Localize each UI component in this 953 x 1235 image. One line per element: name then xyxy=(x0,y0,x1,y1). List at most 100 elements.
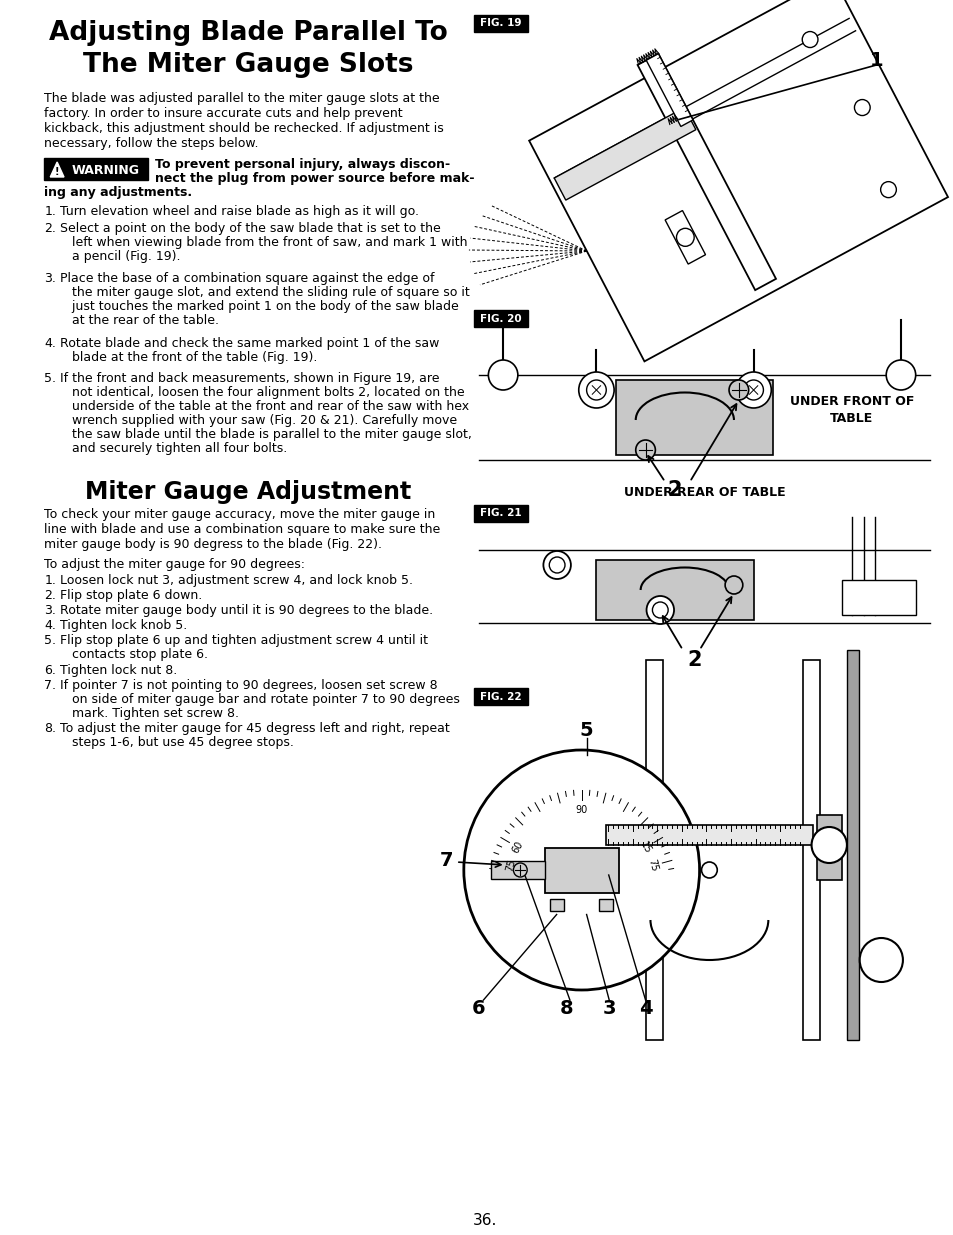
Text: Turn elevation wheel and raise blade as high as it will go.: Turn elevation wheel and raise blade as … xyxy=(60,205,418,219)
Text: miter gauge body is 90 degress to the blade (Fig. 22).: miter gauge body is 90 degress to the bl… xyxy=(45,538,382,551)
Bar xyxy=(549,899,563,910)
Circle shape xyxy=(652,601,667,618)
Text: blade at the front of the table (Fig. 19).: blade at the front of the table (Fig. 19… xyxy=(60,351,317,364)
Text: The blade was adjusted parallel to the miter gauge slots at the: The blade was adjusted parallel to the m… xyxy=(45,91,439,105)
Text: 3.: 3. xyxy=(45,272,56,285)
Text: 2: 2 xyxy=(667,480,681,500)
Text: 2.: 2. xyxy=(45,222,56,235)
Text: line with blade and use a combination square to make sure the: line with blade and use a combination sq… xyxy=(45,522,440,536)
Bar xyxy=(645,659,662,1040)
Circle shape xyxy=(801,32,817,47)
Circle shape xyxy=(635,440,655,459)
Text: just touches the marked point 1 on the body of the saw blade: just touches the marked point 1 on the b… xyxy=(60,300,458,312)
Text: 4: 4 xyxy=(639,999,652,1018)
Bar xyxy=(841,580,915,615)
Polygon shape xyxy=(554,107,695,200)
Text: left when viewing blade from the front of saw, and mark 1 with: left when viewing blade from the front o… xyxy=(60,236,467,249)
Text: 90: 90 xyxy=(575,805,587,815)
Text: If the front and back measurements, shown in Figure 19, are: If the front and back measurements, show… xyxy=(60,372,439,385)
Text: not identical, loosen the four alignment bolts 2, located on the: not identical, loosen the four alignment… xyxy=(60,387,464,399)
Circle shape xyxy=(463,750,699,990)
Text: 8: 8 xyxy=(559,999,573,1018)
Text: 4.: 4. xyxy=(45,619,56,632)
Text: 7.: 7. xyxy=(45,679,56,692)
Bar xyxy=(473,15,527,32)
Circle shape xyxy=(676,228,694,246)
Text: WARNING: WARNING xyxy=(71,163,139,177)
Circle shape xyxy=(586,380,605,400)
Text: 75: 75 xyxy=(503,858,517,873)
Circle shape xyxy=(880,182,896,198)
Bar xyxy=(598,899,612,910)
Circle shape xyxy=(549,557,564,573)
Bar xyxy=(473,310,527,327)
Text: 5: 5 xyxy=(579,720,593,740)
Text: FIG. 20: FIG. 20 xyxy=(479,314,521,324)
Text: UNDER FRONT OF
TABLE: UNDER FRONT OF TABLE xyxy=(789,395,913,425)
Text: Miter Gauge Adjustment: Miter Gauge Adjustment xyxy=(85,480,411,504)
Circle shape xyxy=(735,372,770,408)
Text: 3: 3 xyxy=(602,999,616,1018)
Bar xyxy=(596,559,753,620)
Text: ing any adjustments.: ing any adjustments. xyxy=(45,186,193,199)
Polygon shape xyxy=(664,210,705,264)
Bar xyxy=(491,861,544,879)
Text: FIG. 22: FIG. 22 xyxy=(479,692,521,701)
Text: Tighten lock knob 5.: Tighten lock knob 5. xyxy=(60,619,187,632)
Bar xyxy=(605,825,812,845)
Text: Loosen lock nut 3, adjustment screw 4, and lock knob 5.: Loosen lock nut 3, adjustment screw 4, a… xyxy=(60,574,413,587)
Text: the saw blade until the blade is parallel to the miter gauge slot,: the saw blade until the blade is paralle… xyxy=(60,429,472,441)
Circle shape xyxy=(859,939,902,982)
Text: Flip stop plate 6 up and tighten adjustment screw 4 until it: Flip stop plate 6 up and tighten adjustm… xyxy=(60,634,428,647)
Polygon shape xyxy=(645,53,692,126)
Text: at the rear of the table.: at the rear of the table. xyxy=(60,314,219,327)
Text: 15: 15 xyxy=(638,840,652,856)
Text: 36.: 36. xyxy=(473,1213,497,1228)
Text: Select a point on the body of the saw blade that is set to the: Select a point on the body of the saw bl… xyxy=(60,222,440,235)
Circle shape xyxy=(700,862,717,878)
Text: 1.: 1. xyxy=(45,205,56,219)
Text: Adjusting Blade Parallel To: Adjusting Blade Parallel To xyxy=(49,20,447,46)
Text: wrench supplied with your saw (Fig. 20 & 21). Carefully move: wrench supplied with your saw (Fig. 20 &… xyxy=(60,414,456,427)
Text: steps 1-6, but use 45 degree stops.: steps 1-6, but use 45 degree stops. xyxy=(60,736,294,748)
Text: Tighten lock nut 8.: Tighten lock nut 8. xyxy=(60,664,177,677)
Text: 5.: 5. xyxy=(45,372,56,385)
Polygon shape xyxy=(529,0,947,362)
Text: 6: 6 xyxy=(471,999,485,1018)
Text: 4.: 4. xyxy=(45,337,56,350)
Text: 5.: 5. xyxy=(45,634,56,647)
Circle shape xyxy=(646,597,674,624)
Text: factory. In order to insure accurate cuts and help prevent: factory. In order to insure accurate cut… xyxy=(45,107,402,120)
Polygon shape xyxy=(51,162,64,177)
Circle shape xyxy=(728,380,748,400)
Text: mark. Tighten set screw 8.: mark. Tighten set screw 8. xyxy=(60,706,239,720)
Text: 6.: 6. xyxy=(45,664,56,677)
Text: 2.: 2. xyxy=(45,589,56,601)
Circle shape xyxy=(578,372,614,408)
Polygon shape xyxy=(637,53,775,290)
Bar xyxy=(45,158,148,180)
Text: Place the base of a combination square against the edge of: Place the base of a combination square a… xyxy=(60,272,435,285)
Bar xyxy=(473,505,527,522)
Bar xyxy=(817,815,841,881)
Text: FIG. 19: FIG. 19 xyxy=(479,19,521,28)
Text: the miter gauge slot, and extend the sliding rule of square so it: the miter gauge slot, and extend the sli… xyxy=(60,287,469,299)
Bar xyxy=(616,380,773,454)
Text: 1.: 1. xyxy=(45,574,56,587)
Circle shape xyxy=(513,863,527,877)
Text: a pencil (Fig. 19).: a pencil (Fig. 19). xyxy=(60,249,180,263)
Text: 7: 7 xyxy=(439,851,453,869)
Text: UNDER REAR OF TABLE: UNDER REAR OF TABLE xyxy=(623,487,784,499)
Text: necessary, follow the steps below.: necessary, follow the steps below. xyxy=(45,137,258,149)
Circle shape xyxy=(743,380,762,400)
Text: The Miter Gauge Slots: The Miter Gauge Slots xyxy=(83,52,413,78)
Circle shape xyxy=(811,827,846,863)
Text: 1: 1 xyxy=(869,51,882,69)
Text: Rotate miter gauge body until it is 90 degrees to the blade.: Rotate miter gauge body until it is 90 d… xyxy=(60,604,433,618)
Text: 3.: 3. xyxy=(45,604,56,618)
Text: 2: 2 xyxy=(687,650,701,671)
Circle shape xyxy=(543,551,570,579)
Text: underside of the table at the front and rear of the saw with hex: underside of the table at the front and … xyxy=(60,400,469,412)
Circle shape xyxy=(488,359,517,390)
Text: 8.: 8. xyxy=(45,722,56,735)
